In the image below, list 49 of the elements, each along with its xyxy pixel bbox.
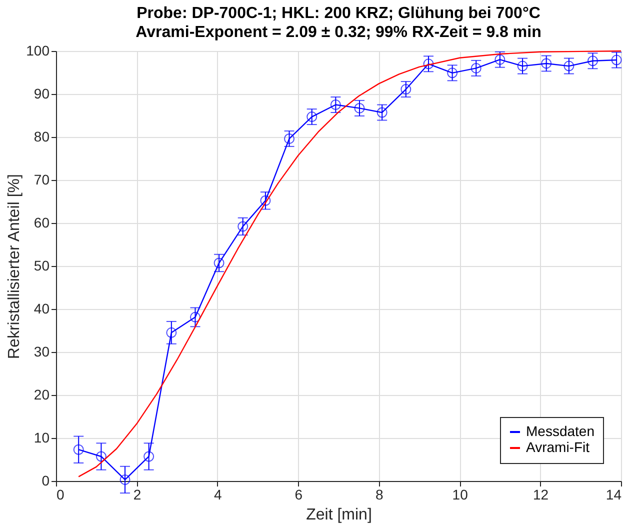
point bbox=[96, 451, 106, 462]
point bbox=[120, 474, 130, 485]
y-tick-label: 10 bbox=[34, 430, 50, 446]
x-tick-label: 10 bbox=[452, 486, 468, 502]
point bbox=[376, 107, 388, 118]
point bbox=[260, 195, 271, 206]
point bbox=[354, 102, 365, 114]
point bbox=[166, 327, 177, 338]
point bbox=[330, 100, 341, 110]
point bbox=[73, 444, 84, 455]
point bbox=[517, 60, 528, 72]
point bbox=[447, 68, 458, 78]
point bbox=[611, 54, 622, 66]
chart-subtitle: Avrami-Exponent = 2.09 ± 0.32; 99% RX-Zeit = 9.8 min bbox=[136, 24, 542, 41]
point bbox=[423, 58, 434, 70]
point bbox=[144, 451, 154, 462]
point bbox=[214, 258, 224, 268]
x-tick-label: 4 bbox=[214, 486, 222, 502]
x-tick-label: 6 bbox=[294, 486, 303, 502]
point bbox=[541, 58, 552, 69]
y-tick-label: 60 bbox=[34, 214, 50, 230]
legend-label: Messdaten bbox=[526, 423, 594, 439]
legend-label: Avrami-Fit bbox=[526, 439, 590, 455]
chart-title: Probe: DP-700C-1; HKL: 200 KRZ; Glühung bei 700°C bbox=[136, 5, 541, 22]
x-axis-title: Zeit [min] bbox=[306, 506, 372, 524]
point bbox=[494, 54, 506, 65]
point bbox=[588, 56, 598, 66]
point bbox=[400, 84, 412, 95]
y-tick-label: 50 bbox=[34, 258, 50, 274]
y-tick-label: 30 bbox=[34, 344, 50, 360]
y-tick-label: 40 bbox=[34, 300, 50, 316]
y-tick-label: 90 bbox=[34, 86, 50, 102]
point bbox=[470, 62, 482, 74]
y-tick-label: 100 bbox=[26, 42, 50, 58]
x-tick-label: 12 bbox=[532, 486, 549, 502]
point bbox=[238, 221, 248, 232]
point bbox=[284, 133, 295, 144]
x-tick-label: 2 bbox=[133, 486, 142, 502]
point bbox=[306, 112, 318, 122]
x-tick-label: 0 bbox=[56, 486, 64, 502]
x-tick-label: 8 bbox=[375, 486, 384, 502]
y-tick-label: 0 bbox=[42, 472, 50, 488]
y-axis-title: Rekristallisierter Anteil [%] bbox=[6, 174, 24, 359]
x-tick-label: 14 bbox=[606, 486, 622, 502]
point bbox=[564, 60, 574, 72]
point bbox=[190, 312, 200, 322]
y-tick-label: 20 bbox=[34, 386, 50, 402]
y-tick-label: 80 bbox=[34, 128, 50, 144]
y-tick-label: 70 bbox=[34, 172, 50, 188]
